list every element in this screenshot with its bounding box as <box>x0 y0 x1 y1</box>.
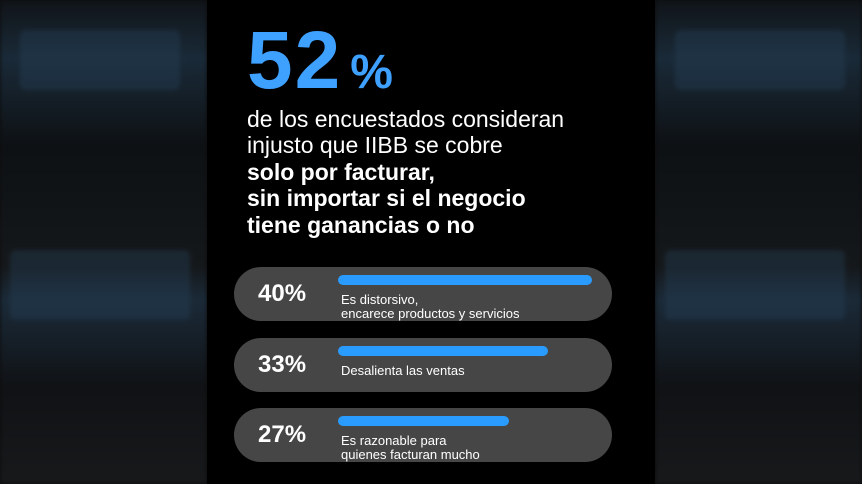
result-row: 33% Desalienta las ventas <box>234 338 612 392</box>
headline-percentage: 52 % <box>247 20 393 102</box>
description-line-2: injusto que IIBB se cobre <box>247 132 503 159</box>
result-row: 27% Es razonable para quienes facturan muc… <box>234 408 612 462</box>
result-value-label: 33% <box>258 351 307 378</box>
result-category-label: Desalienta las ventas <box>341 364 601 378</box>
description-line-1: de los encuestados consideran <box>247 106 565 132</box>
result-category-label: Es razonable para quienes facturan mucho <box>341 434 601 461</box>
result-category-label-line: Es razonable para <box>341 433 447 448</box>
result-category-label-line: encarece productos y servicios <box>341 305 520 321</box>
description-bold-3: tiene ganancias o no <box>247 211 475 238</box>
infographic-panel: 52 % de los encuestados consideran injus… <box>207 0 655 484</box>
description-bold-2: sin importar si el negocio <box>247 185 526 212</box>
result-category-label-line: Desalienta las ventas <box>341 363 465 378</box>
result-category-label-line: Es distorsivo, <box>341 292 419 307</box>
headline-description: de los encuestados consideran injusto qu… <box>247 106 647 238</box>
result-bar <box>338 346 548 356</box>
result-value-label: 27% <box>258 421 307 448</box>
result-bar <box>338 416 509 426</box>
result-bar <box>338 275 592 285</box>
description-bold-1: solo por facturar, <box>247 158 435 185</box>
result-category-label-line: quienes facturan mucho <box>341 446 480 462</box>
result-category-label: Es distorsivo, encarece productos y servi… <box>341 293 601 320</box>
result-value-label: 40% <box>258 280 307 307</box>
blurred-background-right <box>655 0 862 484</box>
headline-value: 52 <box>247 15 343 106</box>
headline-unit: % <box>350 46 393 99</box>
result-row: 40% Es distorsivo, encarece productos y se… <box>234 267 612 321</box>
blurred-background-left <box>0 0 207 484</box>
